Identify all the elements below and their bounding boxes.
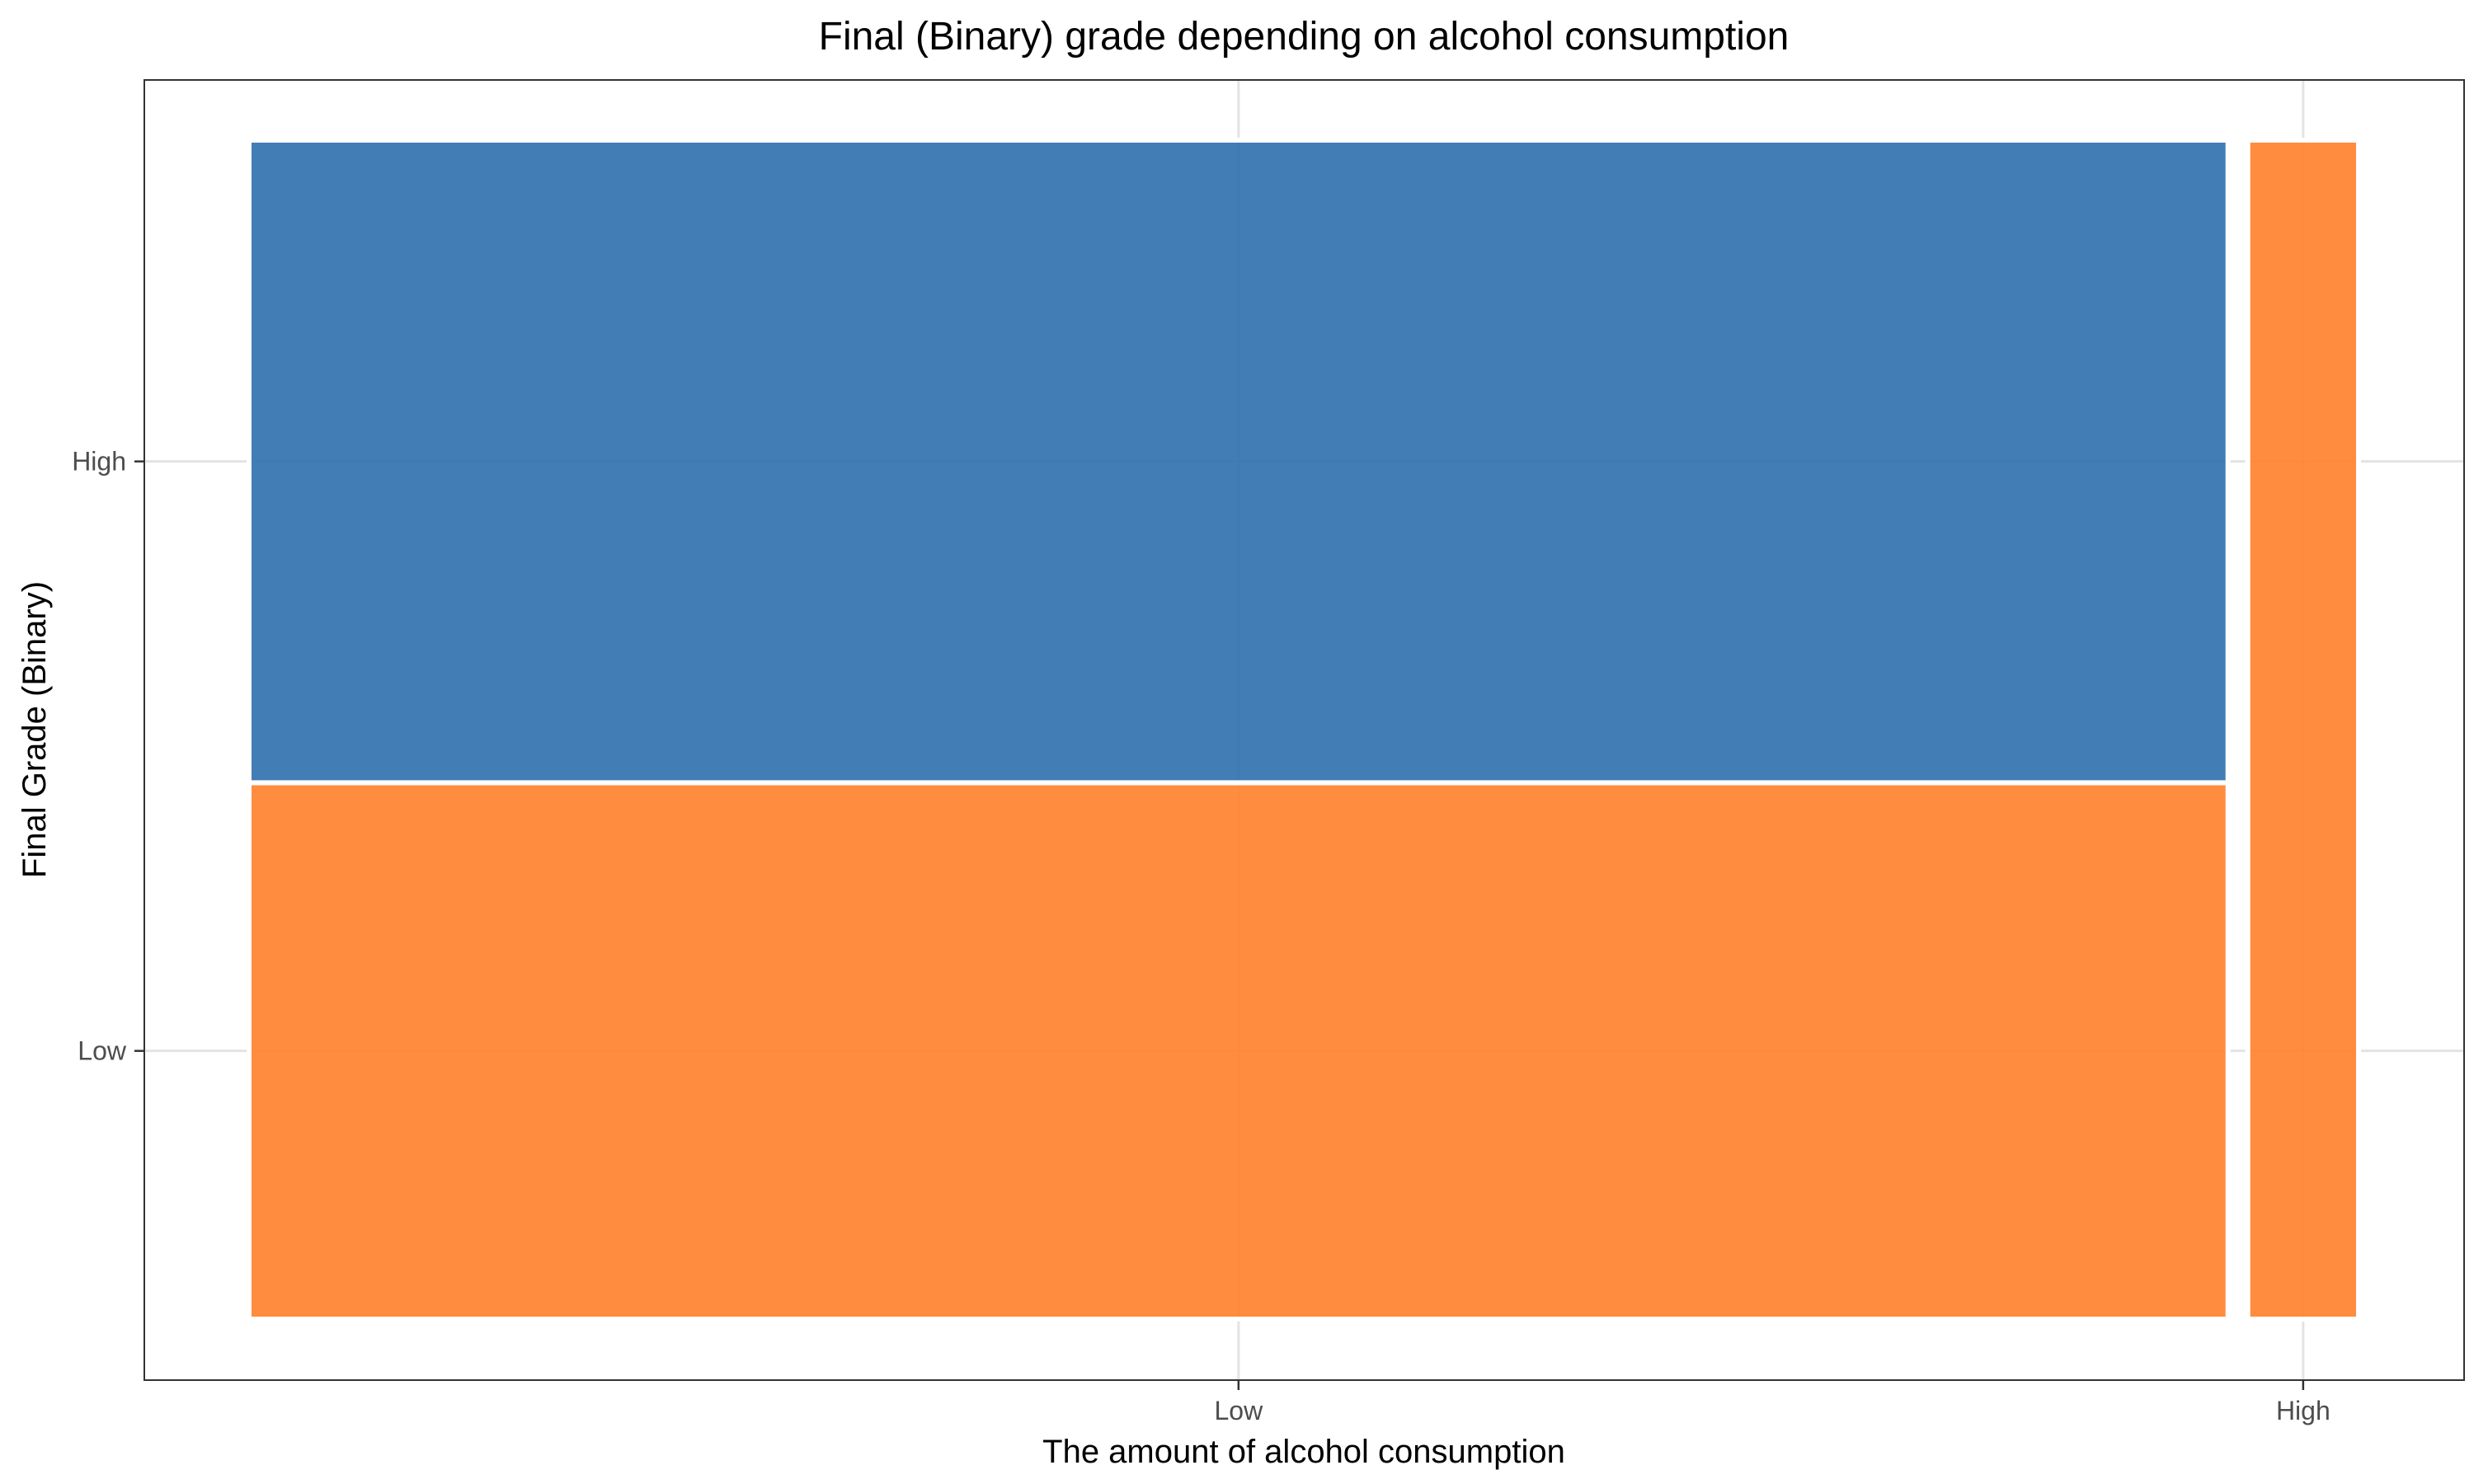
x-tick-label-high: High	[2276, 1396, 2331, 1425]
x-tick-label-low: Low	[1214, 1396, 1263, 1425]
y-tick-label-high: High	[72, 447, 126, 477]
x-axis-title: The amount of alcohol consumption	[1042, 1434, 1565, 1470]
axis-ticks: Low High Low High	[72, 447, 2331, 1425]
tile-high-alcohol-low-grade	[2245, 138, 2361, 1322]
y-tick-label-low: Low	[78, 1036, 127, 1066]
chart-title: Final (Binary) grade depending on alcoho…	[819, 15, 1790, 59]
tile-low-alcohol-low-grade	[247, 780, 2231, 1322]
tile-low-alcohol-high-grade	[247, 138, 2231, 786]
plot-panel-border	[143, 79, 2465, 1381]
y-axis-title: Final Grade (Binary)	[16, 581, 53, 878]
mosaic-tiles	[247, 138, 2361, 1322]
